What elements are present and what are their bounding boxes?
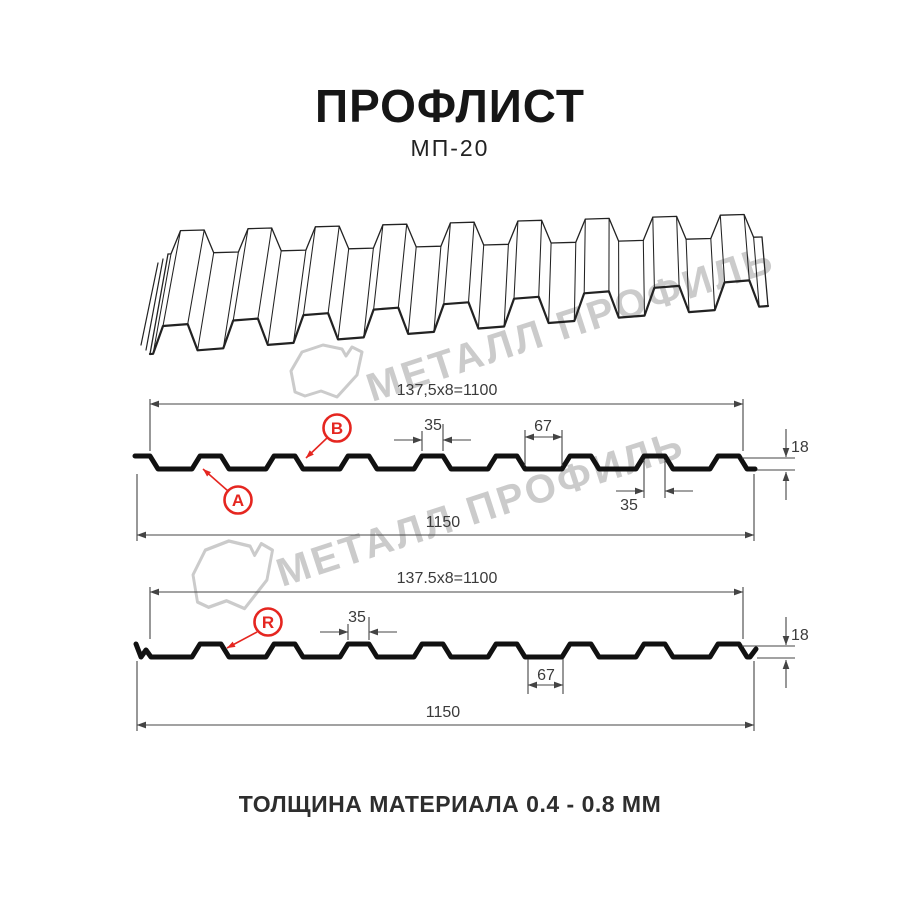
callout-b: B xyxy=(305,413,352,459)
cross-section-bottom: 137.5x8=1100 35 67 18 xyxy=(133,570,809,731)
sheet-3d-line xyxy=(753,236,760,308)
dim-height xyxy=(742,429,795,500)
watermark-upper: МЕТАЛЛ ПРОФИЛЬ xyxy=(289,237,780,411)
sheet-3d-line xyxy=(337,248,350,340)
sheet-3d-line xyxy=(548,242,552,324)
sheet-3d-line xyxy=(149,253,169,355)
sheet-3d-line xyxy=(232,228,249,322)
dim-rib-top-value: 35 xyxy=(424,417,442,434)
cross-section-top: 137,5x8=1100 35 67 35 xyxy=(132,382,809,541)
sheet-3d-line xyxy=(477,244,485,330)
sheet-3d-line xyxy=(467,221,475,303)
dim-overall-width xyxy=(136,661,755,731)
sheet-3d-line xyxy=(197,252,215,351)
sheet-3d-line xyxy=(642,239,646,317)
dim-working-width-value: 137.5x8=1100 xyxy=(397,570,498,587)
dim-height-value: 18 xyxy=(791,439,809,456)
dim-valley-value: 67 xyxy=(537,667,555,684)
profile-outline xyxy=(132,453,758,472)
sheet-3d-line xyxy=(363,247,374,338)
dim-working-width xyxy=(149,399,744,451)
sheet-3d-line xyxy=(573,241,577,322)
profile-outline xyxy=(133,641,759,660)
brand-logo-watermark-icon xyxy=(289,343,364,399)
sheet-3d-line xyxy=(145,258,164,351)
sheet-3d-line xyxy=(503,243,509,328)
dim-overall-width-value: 1150 xyxy=(426,514,461,531)
sheet-3d-line xyxy=(761,236,769,307)
callout-a-letter: A xyxy=(232,491,244,510)
dim-rib-bottom xyxy=(616,460,693,498)
profile-model-subtitle: МП-20 xyxy=(411,135,490,161)
sheet-3d-line xyxy=(257,227,273,320)
dim-working-width-value: 137,5x8=1100 xyxy=(397,382,498,399)
sheet-3d-line xyxy=(148,279,770,356)
sheet-3d-line xyxy=(302,226,316,316)
dim-valley xyxy=(527,659,564,694)
sheet-3d-line xyxy=(167,213,763,255)
sheet-3d-line xyxy=(187,229,205,325)
sheet-3d-line xyxy=(743,213,750,281)
brand-logo-watermark-icon xyxy=(191,539,274,611)
sheet-3d-line xyxy=(140,262,159,346)
sheet-3d xyxy=(140,213,770,356)
sheet-3d-line xyxy=(443,222,451,305)
sheet-3d-line xyxy=(373,224,384,311)
sheet-3d-line xyxy=(407,246,417,335)
sheet-3d-line xyxy=(397,223,408,309)
dim-rib-top xyxy=(394,424,471,451)
sheet-3d-line xyxy=(292,249,307,344)
dim-height-value: 18 xyxy=(791,627,809,644)
sheet-3d-line xyxy=(538,219,543,298)
sheet-3d-line xyxy=(433,245,442,333)
sheet-3d-line xyxy=(676,215,680,287)
sheet-3d-line xyxy=(152,253,172,355)
sheet-3d-line xyxy=(513,220,519,300)
sheet-3d-line xyxy=(685,238,690,313)
dim-working-width xyxy=(149,587,744,639)
dim-rib-top-value: 35 xyxy=(348,609,366,626)
sheet-3d-line xyxy=(652,216,655,289)
sheet-3d-line xyxy=(719,214,726,283)
callout-b-letter: B xyxy=(331,419,343,438)
dim-rib-top xyxy=(320,617,397,640)
material-thickness-note: ТОЛЩИНА МАТЕРИАЛА 0.4 - 0.8 ММ xyxy=(239,791,662,817)
sheet-3d-line xyxy=(222,251,239,349)
dim-valley xyxy=(524,430,563,466)
callout-r-letter: R xyxy=(262,613,274,632)
dim-valley-value: 67 xyxy=(534,418,552,435)
callout-r: R xyxy=(226,607,283,649)
dim-height xyxy=(742,617,795,688)
sheet-3d-line xyxy=(162,230,182,327)
sheet-3d-line xyxy=(710,237,716,311)
dim-rib-bottom-value: 35 xyxy=(620,497,638,514)
sheet-3d-line xyxy=(583,218,586,294)
sheet-3d-line xyxy=(327,225,340,314)
sheet-3d-line xyxy=(267,250,282,346)
page-title: ПРОФЛИСТ xyxy=(315,80,585,132)
dim-overall-width-value: 1150 xyxy=(426,704,461,721)
dim-overall-width xyxy=(136,474,755,541)
callout-a: A xyxy=(202,468,253,515)
